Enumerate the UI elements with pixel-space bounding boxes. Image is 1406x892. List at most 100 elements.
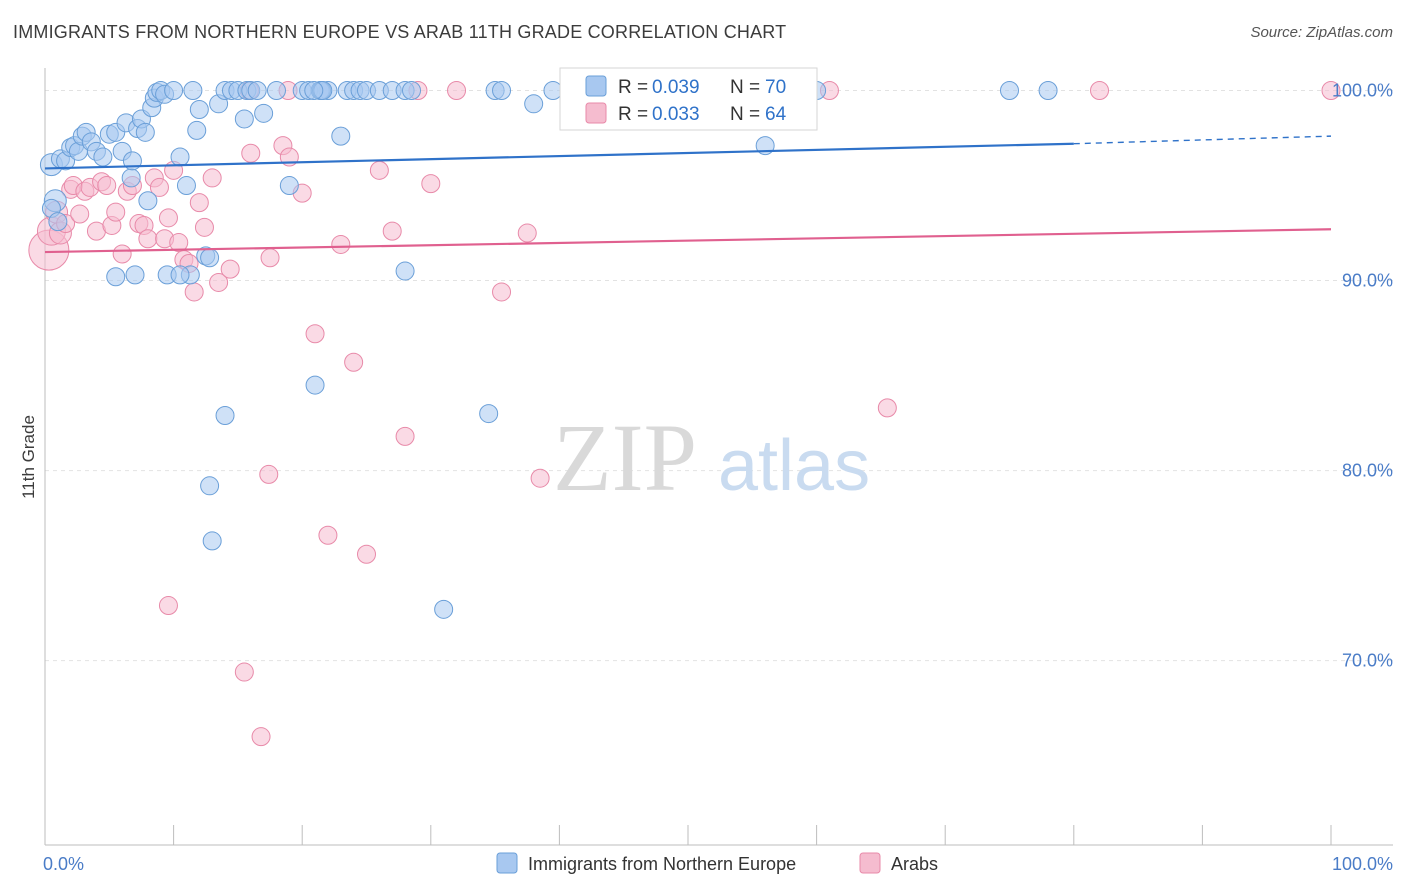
point-arab	[1090, 81, 1110, 101]
point-northern-europe	[234, 109, 254, 129]
point-arab	[877, 398, 897, 418]
legend-n-value-pink: 64	[765, 104, 787, 125]
trend-line-northern-europe-extension	[1073, 135, 1332, 145]
point-northern-europe	[106, 267, 126, 287]
legend-r-label-pink: R =	[618, 104, 648, 125]
trend-line-northern-europe	[44, 142, 1074, 170]
point-northern-europe	[121, 168, 141, 188]
source-credit: Source: ZipAtlas.com	[1250, 24, 1393, 41]
point-northern-europe	[138, 191, 158, 211]
chart-title: IMMIGRANTS FROM NORTHERN EUROPE VS ARAB …	[13, 22, 787, 42]
point-arab	[138, 229, 158, 249]
point-northern-europe	[164, 81, 184, 101]
bottom-legend-label-pink: Arabs	[891, 854, 938, 874]
trend-lines	[44, 135, 1332, 254]
point-arab	[234, 662, 254, 682]
point-northern-europe	[1038, 81, 1058, 101]
point-arab	[202, 168, 222, 188]
point-arab	[184, 282, 204, 302]
point-arab	[220, 259, 240, 279]
point-northern-europe	[170, 147, 190, 167]
legend-n-value-blue: 70	[765, 77, 786, 98]
y-tick-label: 70.0%	[1342, 651, 1393, 671]
point-arab	[70, 204, 90, 224]
point-arab	[241, 143, 261, 163]
bottom-legend-swatch-blue	[496, 852, 518, 874]
point-northern-europe	[189, 100, 209, 120]
point-northern-europe	[479, 404, 499, 424]
point-northern-europe	[247, 81, 267, 101]
point-northern-europe	[524, 94, 544, 114]
northern-europe-points	[39, 81, 1058, 619]
point-arab	[106, 202, 126, 222]
point-arab	[251, 727, 271, 747]
point-northern-europe	[543, 81, 563, 101]
point-arab	[259, 464, 279, 484]
point-arab	[382, 221, 402, 241]
trend-line-arabs	[44, 228, 1332, 254]
point-northern-europe	[331, 126, 351, 146]
point-northern-europe	[93, 147, 113, 167]
point-northern-europe	[202, 531, 222, 551]
point-northern-europe	[170, 265, 190, 285]
point-arab	[194, 217, 214, 237]
point-arab	[369, 160, 389, 180]
point-arab	[209, 272, 229, 292]
point-arab	[492, 282, 512, 302]
point-northern-europe	[492, 81, 512, 101]
point-arab	[158, 208, 178, 228]
point-northern-europe	[279, 176, 299, 196]
legend-n-label-blue: N =	[730, 77, 760, 98]
point-northern-europe	[434, 599, 454, 619]
x-tick-label-max: 100.0%	[1332, 854, 1393, 874]
point-arab	[189, 193, 209, 213]
watermark-atlas: atlas	[718, 426, 870, 506]
series-legend: Immigrants from Northern Europe Arabs	[496, 852, 938, 874]
axes	[44, 68, 1393, 846]
watermark-zip: ZIP	[553, 404, 697, 511]
point-arab	[530, 468, 550, 488]
point-arab	[318, 525, 338, 545]
y-tick-label: 90.0%	[1342, 271, 1393, 291]
y-axis-label: 11th Grade	[19, 415, 38, 499]
point-northern-europe	[266, 81, 286, 101]
point-northern-europe	[48, 212, 68, 232]
grid-lines	[45, 90, 1393, 662]
point-arab	[149, 177, 169, 197]
stats-legend: R = 0.039 N = 70 R = 0.033 N = 64	[559, 67, 818, 131]
legend-swatch-blue	[585, 75, 607, 97]
point-arab	[357, 544, 376, 564]
point-northern-europe	[305, 375, 325, 395]
point-northern-europe	[402, 81, 422, 101]
point-arab	[395, 426, 415, 446]
point-northern-europe	[176, 176, 196, 196]
point-arab	[447, 81, 467, 101]
point-arab	[421, 174, 441, 194]
point-arab	[112, 244, 132, 264]
point-northern-europe	[254, 103, 274, 123]
legend-r-label-blue: R =	[618, 77, 648, 98]
bottom-legend-swatch-pink	[859, 852, 881, 874]
point-northern-europe	[215, 405, 235, 425]
point-arab	[97, 176, 117, 196]
point-arab	[344, 352, 364, 372]
point-northern-europe	[200, 476, 220, 496]
point-northern-europe	[395, 261, 415, 281]
point-arab	[169, 233, 189, 253]
y-tick-label: 100.0%	[1332, 81, 1393, 101]
x-tick-label-min: 0.0%	[43, 854, 84, 874]
point-northern-europe	[1000, 81, 1019, 101]
legend-r-value-blue: 0.039	[652, 77, 700, 98]
point-arab	[331, 234, 351, 254]
point-arab	[158, 596, 178, 616]
point-northern-europe	[304, 81, 324, 101]
point-northern-europe	[183, 81, 203, 101]
point-arab	[260, 248, 280, 268]
point-arab	[305, 324, 325, 344]
point-northern-europe	[200, 248, 220, 268]
point-northern-europe	[135, 122, 155, 142]
legend-swatch-pink	[585, 102, 607, 124]
y-tick-labels: 100.0% 90.0% 80.0% 70.0%	[1332, 81, 1393, 671]
point-northern-europe	[125, 265, 145, 285]
legend-n-label-pink: N =	[730, 104, 760, 125]
